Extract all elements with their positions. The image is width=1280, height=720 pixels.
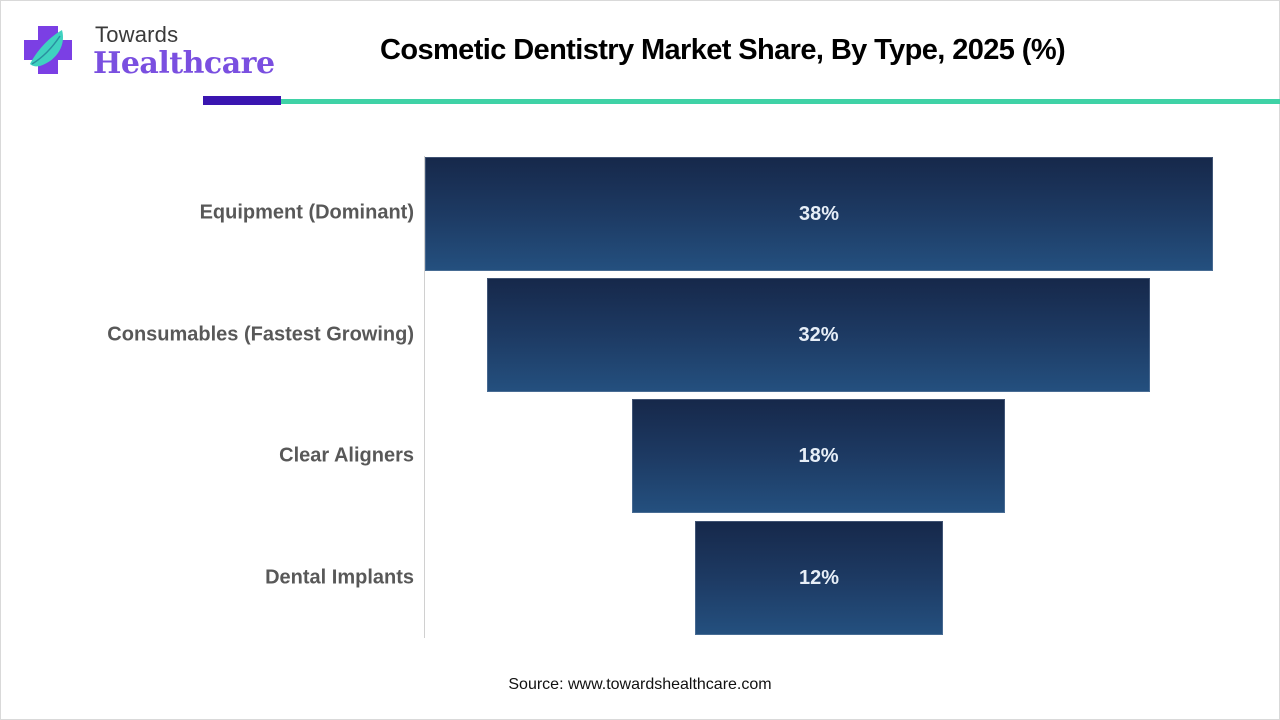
category-axis-line bbox=[424, 156, 425, 638]
bar-value-label: 12% bbox=[798, 566, 840, 589]
brand-name-bottom: Healthcare bbox=[93, 46, 275, 81]
brand-logo: Towards Healthcare bbox=[20, 18, 275, 88]
bar-clear-aligners: 18% bbox=[632, 399, 1005, 513]
category-label: Consumables (Fastest Growing) bbox=[107, 323, 414, 346]
title-rule-line bbox=[281, 99, 1280, 104]
cross-leaf-logo-icon bbox=[24, 26, 72, 74]
source-note: Source: www.towardshealthcare.com bbox=[508, 676, 772, 693]
bar-value-label: 32% bbox=[798, 323, 839, 346]
category-label: Clear Aligners bbox=[279, 444, 414, 467]
bar-dental-implants: 12% bbox=[695, 521, 943, 635]
bar-value-label: 38% bbox=[798, 202, 840, 225]
bar-consumables: 32% bbox=[487, 278, 1150, 392]
title-accent-bar bbox=[203, 96, 281, 105]
bar-equipment: 38% bbox=[425, 157, 1213, 271]
category-label: Dental Implants bbox=[265, 566, 414, 589]
brand-name-top: Towards bbox=[95, 22, 179, 47]
bar-value-label: 18% bbox=[798, 444, 839, 467]
category-label: Equipment (Dominant) bbox=[199, 201, 414, 224]
chart-title: Cosmetic Dentistry Market Share, By Type… bbox=[380, 34, 1066, 66]
